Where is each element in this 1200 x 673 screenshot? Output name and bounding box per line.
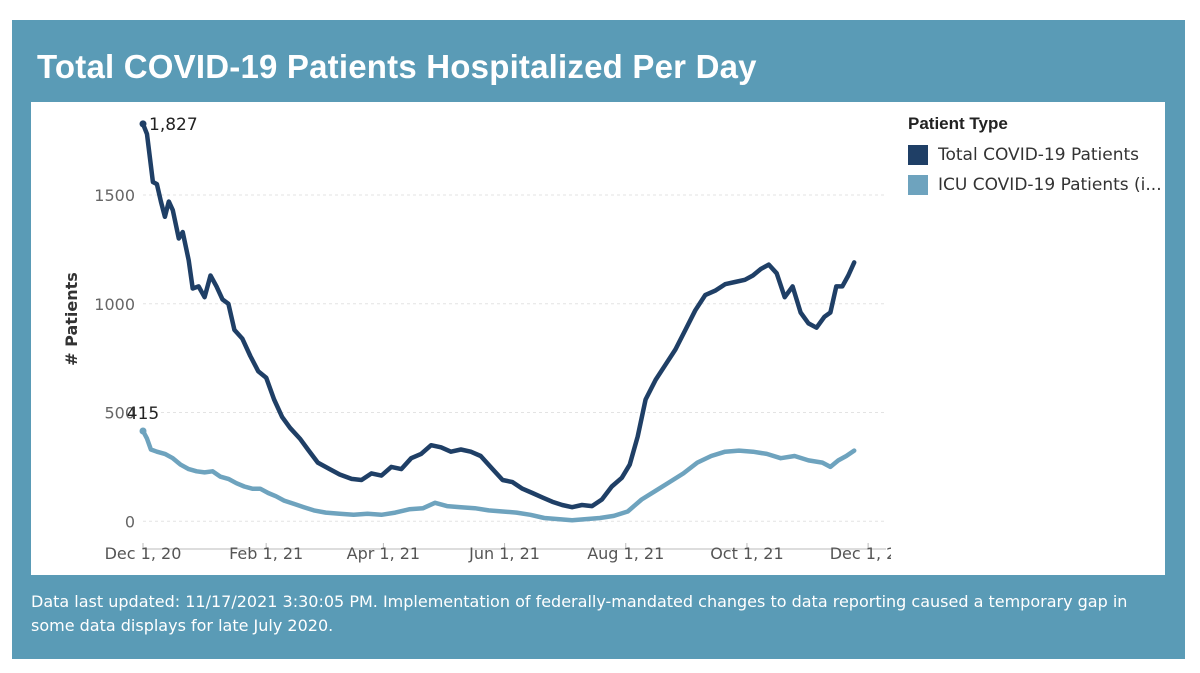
y-tick-label: 0 <box>125 512 135 531</box>
legend-item-total[interactable]: Total COVID-19 Patients <box>908 140 1163 170</box>
legend[interactable]: Patient Type Total COVID-19 Patients ICU… <box>908 114 1163 200</box>
gridlines <box>143 194 886 522</box>
chart-area: 0 500 1000 1500 Dec 1, 20 Feb 1, 21 Apr 1, 21 J… <box>31 102 1165 575</box>
x-tick-label: Apr 1, 21 <box>347 544 420 563</box>
annotation-point <box>139 120 147 128</box>
series-line-icu-covid-19-patients-i[interactable] <box>140 428 857 523</box>
y-tick-label: 500 <box>104 404 135 423</box>
x-tick-label: Oct 1, 21 <box>710 544 783 563</box>
y-axis-title: # Patients <box>62 272 81 366</box>
annotation-point <box>139 427 147 435</box>
line-chart[interactable]: 0 500 1000 1500 Dec 1, 20 Feb 1, 21 Apr 1, 21 J… <box>31 102 891 575</box>
y-tick-label: 1500 <box>94 186 135 205</box>
x-tick-label: Dec 1, 20 <box>105 544 182 563</box>
axes: 0 500 1000 1500 Dec 1, 20 Feb 1, 21 Apr 1, 21 J… <box>62 186 891 563</box>
x-tick-label: Aug 1, 21 <box>587 544 664 563</box>
chart-title: Total COVID-19 Patients Hospitalized Per… <box>37 48 757 85</box>
legend-title: Patient Type <box>908 114 1008 133</box>
dashboard-panel: Total COVID-19 Patients Hospitalized Per… <box>12 20 1185 659</box>
y-tick-label: 1000 <box>94 295 135 314</box>
legend-item-icu[interactable]: ICU COVID-19 Patients (i... <box>908 170 1163 200</box>
data-annotations: 1,827 415 <box>127 115 198 435</box>
series-line-total-covid-19-patients[interactable] <box>140 121 857 510</box>
legend-label-total: Total COVID-19 Patients <box>938 145 1140 165</box>
series-lines[interactable] <box>140 121 857 523</box>
legend-swatch-total <box>908 145 928 165</box>
x-tick-label: Dec 1, 21 <box>830 544 891 563</box>
legend-label-icu: ICU COVID-19 Patients (i... <box>938 175 1162 195</box>
footnote: Data last updated: 11/17/2021 3:30:05 PM… <box>31 592 1128 635</box>
x-tick-label: Jun 1, 21 <box>468 544 540 563</box>
annotation-label: 415 <box>127 404 159 424</box>
legend-swatch-icu <box>908 175 928 195</box>
x-tick-label: Feb 1, 21 <box>229 544 303 563</box>
annotation-label: 1,827 <box>149 115 198 135</box>
